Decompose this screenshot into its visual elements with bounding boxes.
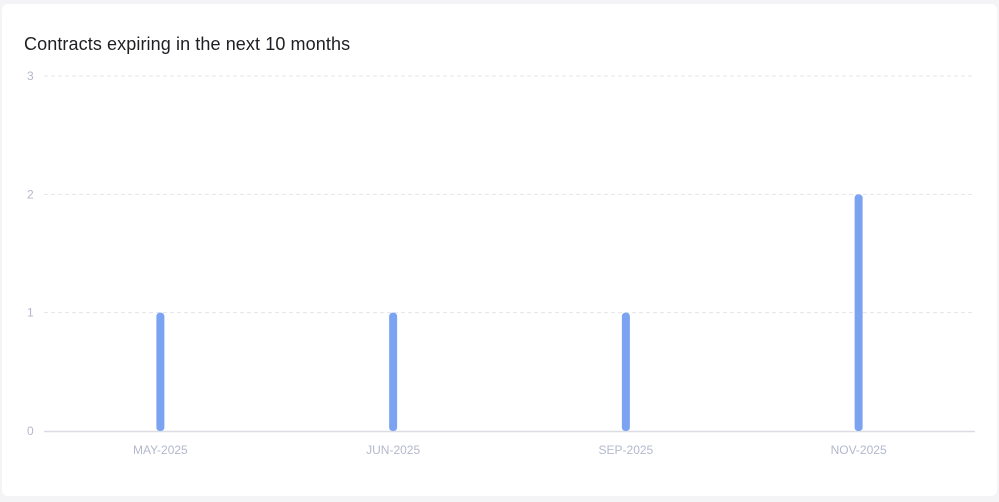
bar	[854, 194, 863, 431]
chart-title: Contracts expiring in the next 10 months	[24, 34, 351, 54]
y-tick-label: 1	[27, 306, 34, 320]
y-tick-label: 0	[27, 424, 34, 438]
x-tick-label: MAY-2025	[133, 443, 188, 457]
x-tick-label: NOV-2025	[831, 443, 887, 457]
y-tick-label: 2	[27, 187, 34, 201]
x-tick-label: JUN-2025	[366, 443, 420, 457]
bar	[621, 312, 630, 431]
chart-card: Contracts expiring in the next 10 months	[2, 4, 997, 496]
bar	[389, 312, 398, 431]
y-tick-label: 3	[27, 69, 34, 83]
bar	[156, 312, 165, 431]
x-tick-label: SEP-2025	[599, 443, 654, 457]
